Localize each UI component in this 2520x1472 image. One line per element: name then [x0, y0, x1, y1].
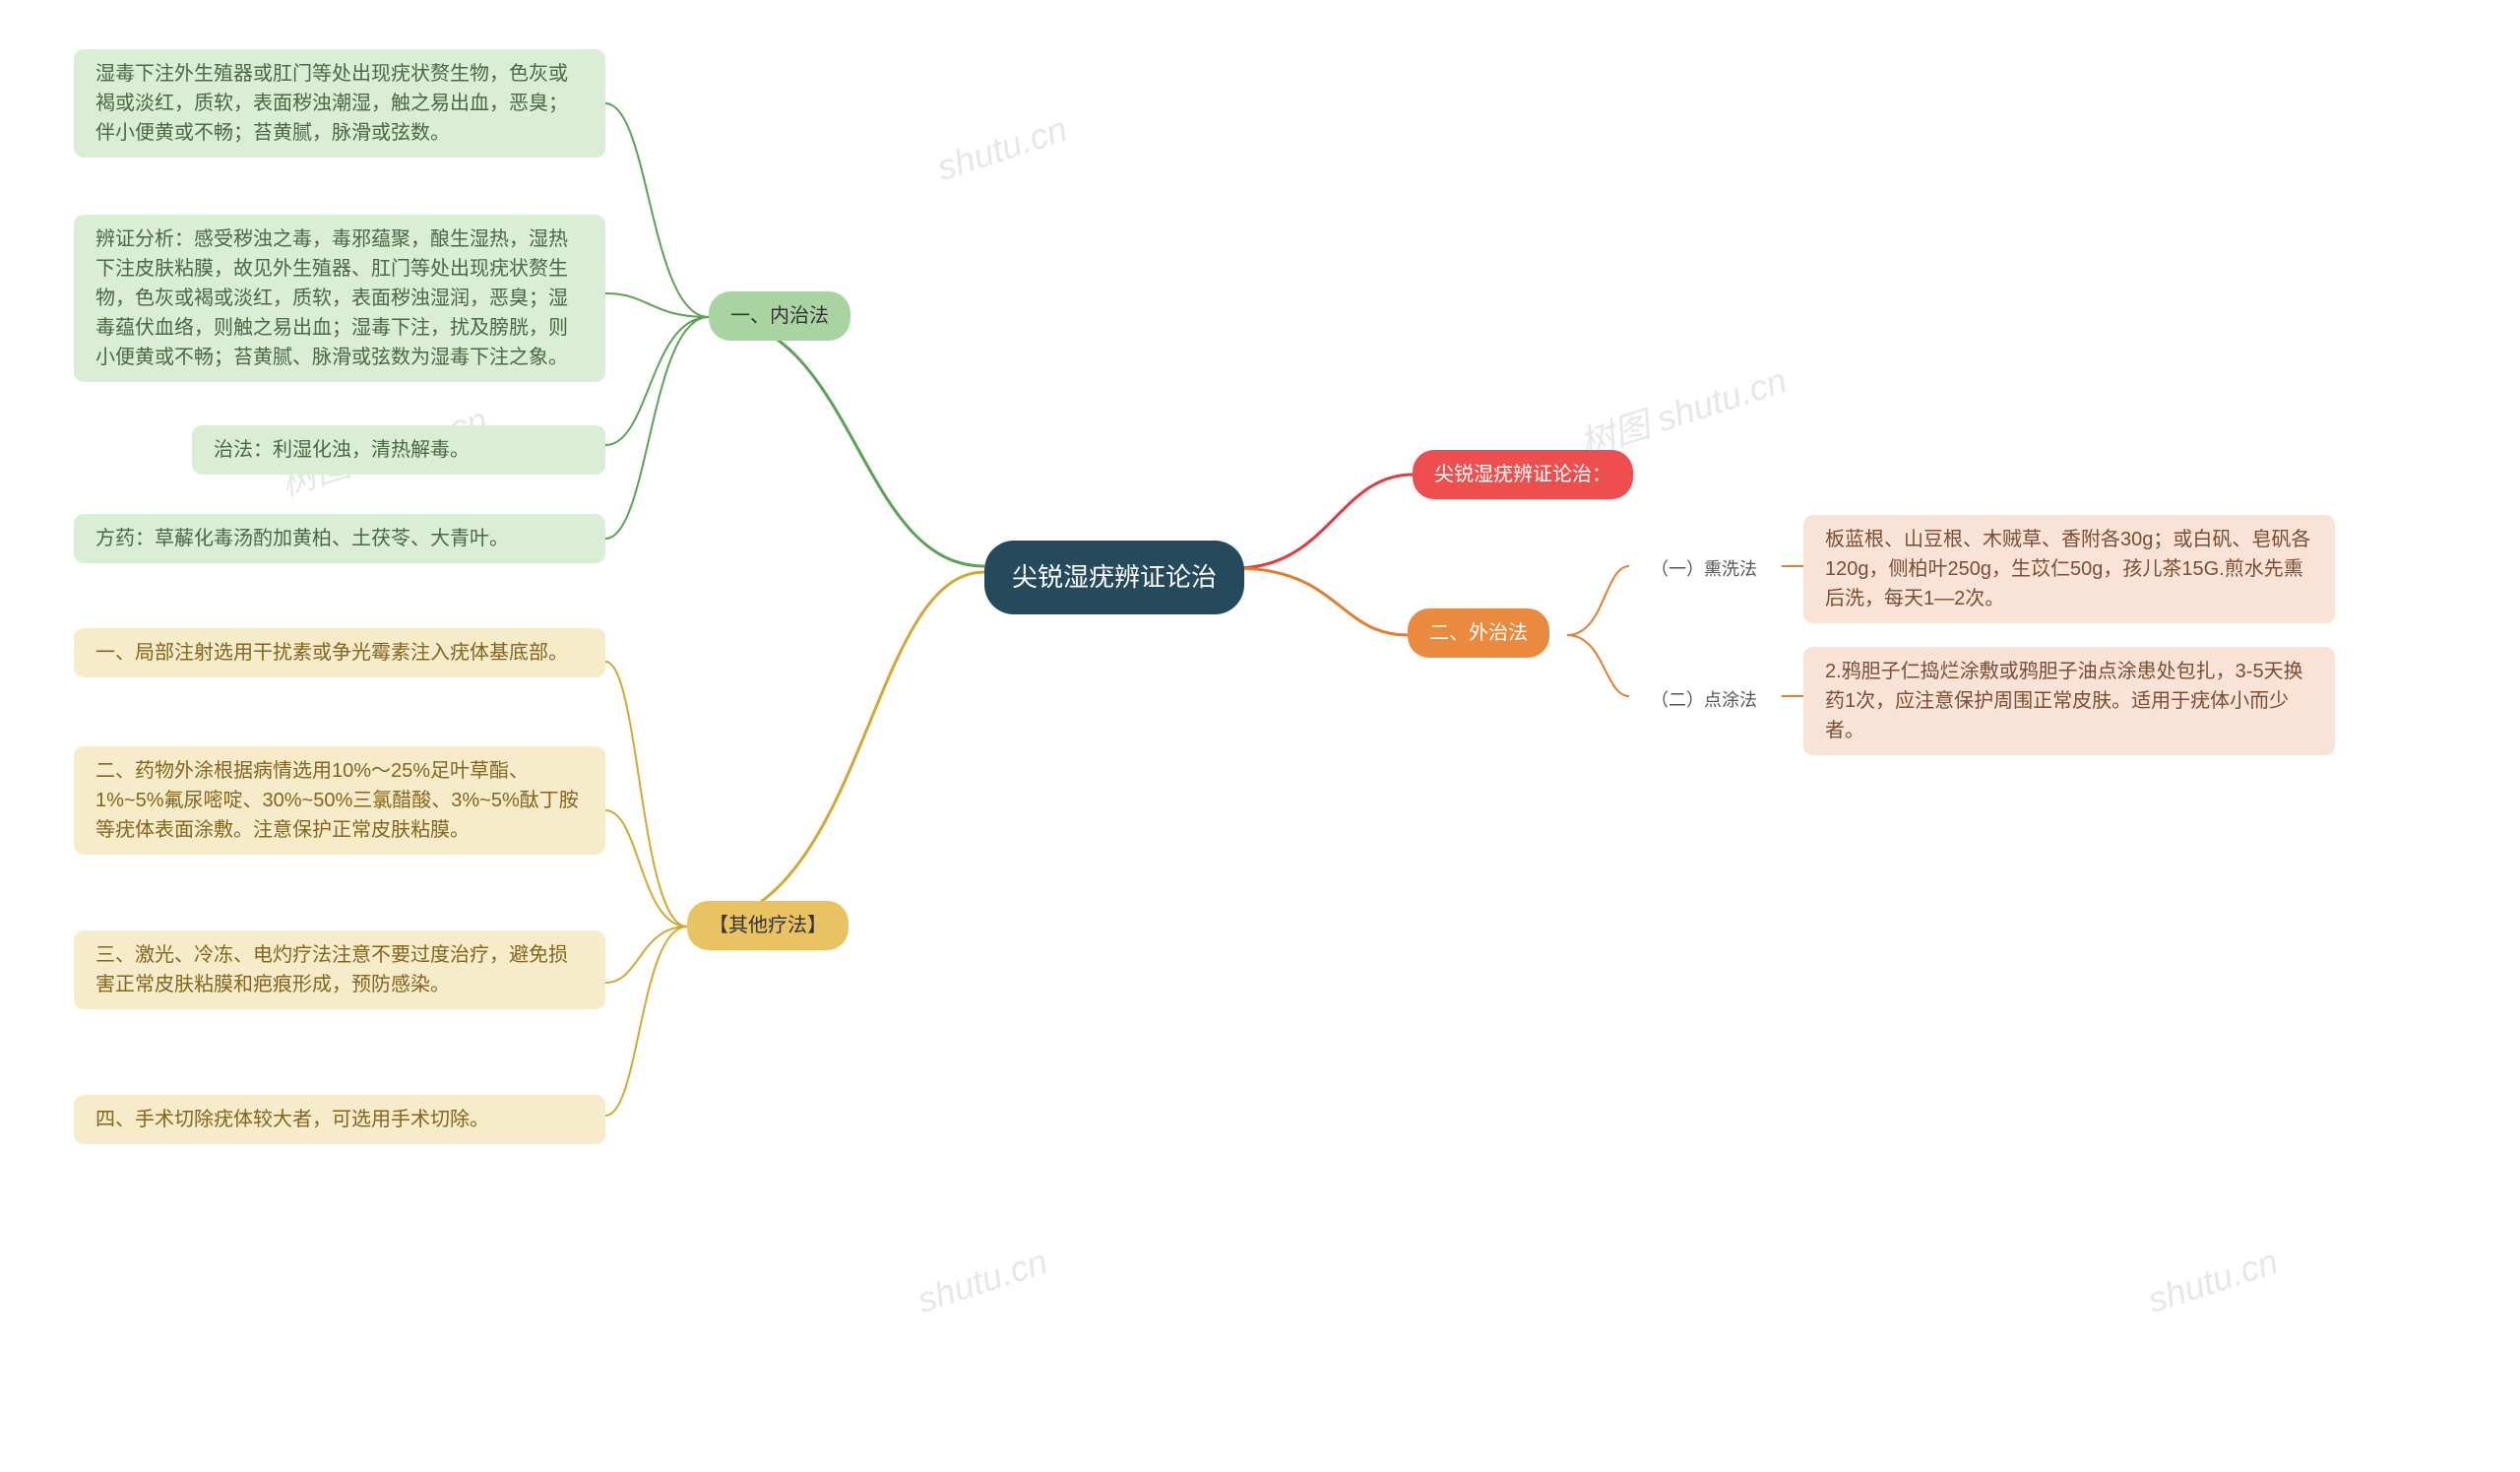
- yellow-leaf-1: 一、局部注射选用干扰素或争光霉素注入疣体基底部。: [74, 628, 605, 677]
- yellow-leaf-3: 三、激光、冷冻、电灼疗法注意不要过度治疗，避免损害正常皮肤粘膜和疤痕形成，预防感…: [74, 930, 605, 1009]
- yellow-leaf-4: 四、手术切除疣体较大者，可选用手术切除。: [74, 1095, 605, 1144]
- green-leaf-1: 湿毒下注外生殖器或肛门等处出现疣状赘生物，色灰或褐或淡红，质软，表面秽浊潮湿，触…: [74, 49, 605, 158]
- branch-red: 尖锐湿疣辨证论治：: [1413, 450, 1633, 499]
- yellow-leaf-2: 二、药物外涂根据病情选用10%～25%足叶草酯、1%~5%氟尿嘧啶、30%~50…: [74, 746, 605, 855]
- orange-child-1-label: （一）熏洗法: [1629, 546, 1779, 593]
- branch-green: 一、内治法: [709, 291, 850, 341]
- watermark: shutu.cn: [932, 108, 1072, 189]
- branch-orange: 二、外治法: [1408, 608, 1549, 658]
- orange-child-2-text: 2.鸦胆子仁捣烂涂敷或鸦胆子油点涂患处包扎，3-5天换药1次，应注意保护周围正常…: [1803, 647, 2335, 755]
- green-leaf-4: 方药：草薢化毒汤酌加黄柏、土茯苓、大青叶。: [74, 514, 605, 563]
- root-node: 尖锐湿疣辨证论治: [984, 541, 1244, 614]
- watermark: shutu.cn: [913, 1241, 1052, 1321]
- orange-child-2-label: （二）点涂法: [1629, 677, 1779, 724]
- orange-child-1-text: 板蓝根、山豆根、木贼草、香附各30g；或白矾、皂矾各120g，侧柏叶250g，生…: [1803, 515, 2335, 623]
- watermark: shutu.cn: [2143, 1241, 2283, 1321]
- branch-yellow: 【其他疗法】: [687, 901, 849, 950]
- green-leaf-3: 治法：利湿化浊，清热解毒。: [192, 425, 605, 475]
- green-leaf-2: 辨证分析：感受秽浊之毒，毒邪蕴聚，酿生湿热，湿热下注皮肤粘膜，故见外生殖器、肛门…: [74, 215, 605, 382]
